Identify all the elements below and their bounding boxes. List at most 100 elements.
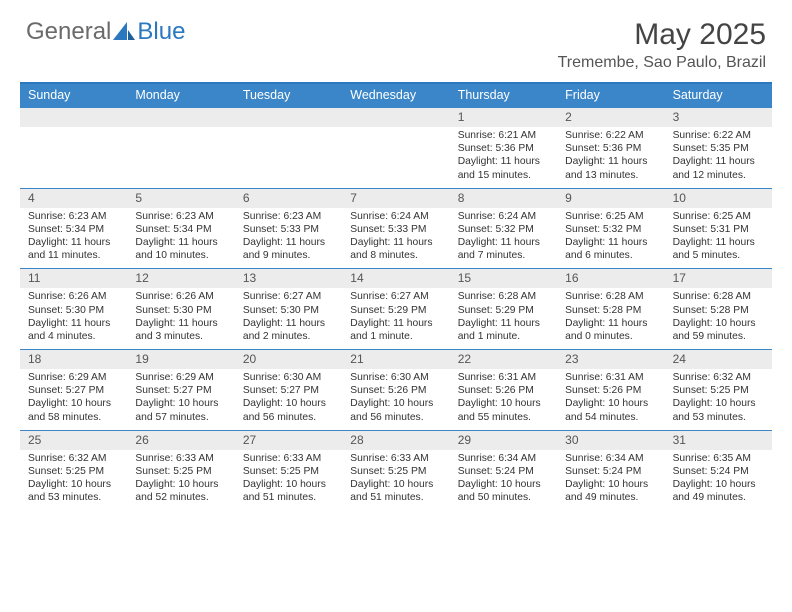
calendar-cell: Sunrise: 6:23 AMSunset: 5:34 PMDaylight:… (20, 208, 127, 269)
sunset-text: Sunset: 5:27 PM (243, 384, 336, 397)
sunset-text: Sunset: 5:33 PM (243, 223, 336, 236)
date-number: 28 (342, 431, 449, 450)
calendar-cell: Sunrise: 6:28 AMSunset: 5:28 PMDaylight:… (557, 288, 664, 349)
sunset-text: Sunset: 5:24 PM (458, 465, 551, 478)
sunset-text: Sunset: 5:30 PM (135, 304, 228, 317)
day-header-cell: Thursday (450, 84, 557, 107)
calendar-week: 123Sunrise: 6:21 AMSunset: 5:36 PMDaylig… (20, 107, 772, 188)
calendar-cell: Sunrise: 6:32 AMSunset: 5:25 PMDaylight:… (20, 450, 127, 511)
date-number: 15 (450, 269, 557, 288)
date-number (20, 108, 127, 127)
date-number-row: 18192021222324 (20, 350, 772, 369)
date-number: 5 (127, 189, 234, 208)
calendar-cell: Sunrise: 6:27 AMSunset: 5:29 PMDaylight:… (342, 288, 449, 349)
day-header-row: SundayMondayTuesdayWednesdayThursdayFrid… (20, 84, 772, 107)
logo-text-blue: Blue (137, 18, 185, 46)
date-number (127, 108, 234, 127)
daylight-text: Daylight: 11 hours and 6 minutes. (565, 236, 658, 262)
daylight-text: Daylight: 10 hours and 52 minutes. (135, 478, 228, 504)
daylight-text: Daylight: 11 hours and 15 minutes. (458, 155, 551, 181)
logo: General Blue (26, 18, 185, 46)
sunrise-text: Sunrise: 6:33 AM (350, 452, 443, 465)
date-number: 24 (665, 350, 772, 369)
daylight-text: Daylight: 11 hours and 10 minutes. (135, 236, 228, 262)
calendar-cell: Sunrise: 6:25 AMSunset: 5:31 PMDaylight:… (665, 208, 772, 269)
page-title: May 2025 (558, 18, 766, 52)
calendar-cell: Sunrise: 6:31 AMSunset: 5:26 PMDaylight:… (557, 369, 664, 430)
calendar-cell: Sunrise: 6:22 AMSunset: 5:35 PMDaylight:… (665, 127, 772, 188)
calendar-cell: Sunrise: 6:23 AMSunset: 5:34 PMDaylight:… (127, 208, 234, 269)
sunset-text: Sunset: 5:31 PM (673, 223, 766, 236)
date-number: 20 (235, 350, 342, 369)
daylight-text: Daylight: 11 hours and 1 minute. (458, 317, 551, 343)
date-number: 13 (235, 269, 342, 288)
sunrise-text: Sunrise: 6:22 AM (673, 129, 766, 142)
date-number (342, 108, 449, 127)
sunrise-text: Sunrise: 6:23 AM (28, 210, 121, 223)
date-number-row: 123 (20, 108, 772, 127)
sunset-text: Sunset: 5:30 PM (28, 304, 121, 317)
day-header-cell: Saturday (665, 84, 772, 107)
date-number: 1 (450, 108, 557, 127)
sunset-text: Sunset: 5:27 PM (135, 384, 228, 397)
sunrise-text: Sunrise: 6:23 AM (243, 210, 336, 223)
sunset-text: Sunset: 5:29 PM (350, 304, 443, 317)
calendar-cell: Sunrise: 6:26 AMSunset: 5:30 PMDaylight:… (127, 288, 234, 349)
date-number: 8 (450, 189, 557, 208)
calendar-week: 25262728293031Sunrise: 6:32 AMSunset: 5:… (20, 430, 772, 511)
sunset-text: Sunset: 5:24 PM (565, 465, 658, 478)
sunrise-text: Sunrise: 6:34 AM (565, 452, 658, 465)
date-number: 23 (557, 350, 664, 369)
calendar-cell: Sunrise: 6:34 AMSunset: 5:24 PMDaylight:… (450, 450, 557, 511)
day-header-cell: Wednesday (342, 84, 449, 107)
date-data-row: Sunrise: 6:23 AMSunset: 5:34 PMDaylight:… (20, 208, 772, 269)
sunrise-text: Sunrise: 6:24 AM (458, 210, 551, 223)
daylight-text: Daylight: 10 hours and 53 minutes. (673, 397, 766, 423)
sunrise-text: Sunrise: 6:35 AM (673, 452, 766, 465)
date-data-row: Sunrise: 6:32 AMSunset: 5:25 PMDaylight:… (20, 450, 772, 511)
sunrise-text: Sunrise: 6:26 AM (28, 290, 121, 303)
sunset-text: Sunset: 5:32 PM (565, 223, 658, 236)
date-number: 29 (450, 431, 557, 450)
calendar-cell: Sunrise: 6:23 AMSunset: 5:33 PMDaylight:… (235, 208, 342, 269)
date-number: 21 (342, 350, 449, 369)
sunrise-text: Sunrise: 6:28 AM (673, 290, 766, 303)
date-number-row: 11121314151617 (20, 269, 772, 288)
date-number: 7 (342, 189, 449, 208)
date-number: 14 (342, 269, 449, 288)
location-text: Tremembe, Sao Paulo, Brazil (558, 54, 766, 72)
date-number: 3 (665, 108, 772, 127)
daylight-text: Daylight: 11 hours and 11 minutes. (28, 236, 121, 262)
calendar-cell: Sunrise: 6:25 AMSunset: 5:32 PMDaylight:… (557, 208, 664, 269)
daylight-text: Daylight: 11 hours and 7 minutes. (458, 236, 551, 262)
calendar-cell: Sunrise: 6:33 AMSunset: 5:25 PMDaylight:… (235, 450, 342, 511)
sunrise-text: Sunrise: 6:30 AM (243, 371, 336, 384)
daylight-text: Daylight: 10 hours and 50 minutes. (458, 478, 551, 504)
sunrise-text: Sunrise: 6:31 AM (565, 371, 658, 384)
calendar-cell: Sunrise: 6:22 AMSunset: 5:36 PMDaylight:… (557, 127, 664, 188)
sunset-text: Sunset: 5:26 PM (350, 384, 443, 397)
date-number: 27 (235, 431, 342, 450)
date-number: 30 (557, 431, 664, 450)
sunrise-text: Sunrise: 6:24 AM (350, 210, 443, 223)
sunrise-text: Sunrise: 6:26 AM (135, 290, 228, 303)
daylight-text: Daylight: 11 hours and 8 minutes. (350, 236, 443, 262)
sunrise-text: Sunrise: 6:27 AM (350, 290, 443, 303)
calendar-cell: Sunrise: 6:28 AMSunset: 5:29 PMDaylight:… (450, 288, 557, 349)
sunset-text: Sunset: 5:30 PM (243, 304, 336, 317)
date-number-row: 25262728293031 (20, 431, 772, 450)
date-number: 17 (665, 269, 772, 288)
calendar-cell (235, 127, 342, 188)
daylight-text: Daylight: 10 hours and 59 minutes. (673, 317, 766, 343)
date-number: 19 (127, 350, 234, 369)
sunrise-text: Sunrise: 6:23 AM (135, 210, 228, 223)
date-number: 11 (20, 269, 127, 288)
sunset-text: Sunset: 5:36 PM (565, 142, 658, 155)
daylight-text: Daylight: 10 hours and 55 minutes. (458, 397, 551, 423)
date-number: 2 (557, 108, 664, 127)
day-header-cell: Sunday (20, 84, 127, 107)
daylight-text: Daylight: 11 hours and 0 minutes. (565, 317, 658, 343)
sunrise-text: Sunrise: 6:28 AM (565, 290, 658, 303)
calendar-cell: Sunrise: 6:32 AMSunset: 5:25 PMDaylight:… (665, 369, 772, 430)
date-number: 10 (665, 189, 772, 208)
